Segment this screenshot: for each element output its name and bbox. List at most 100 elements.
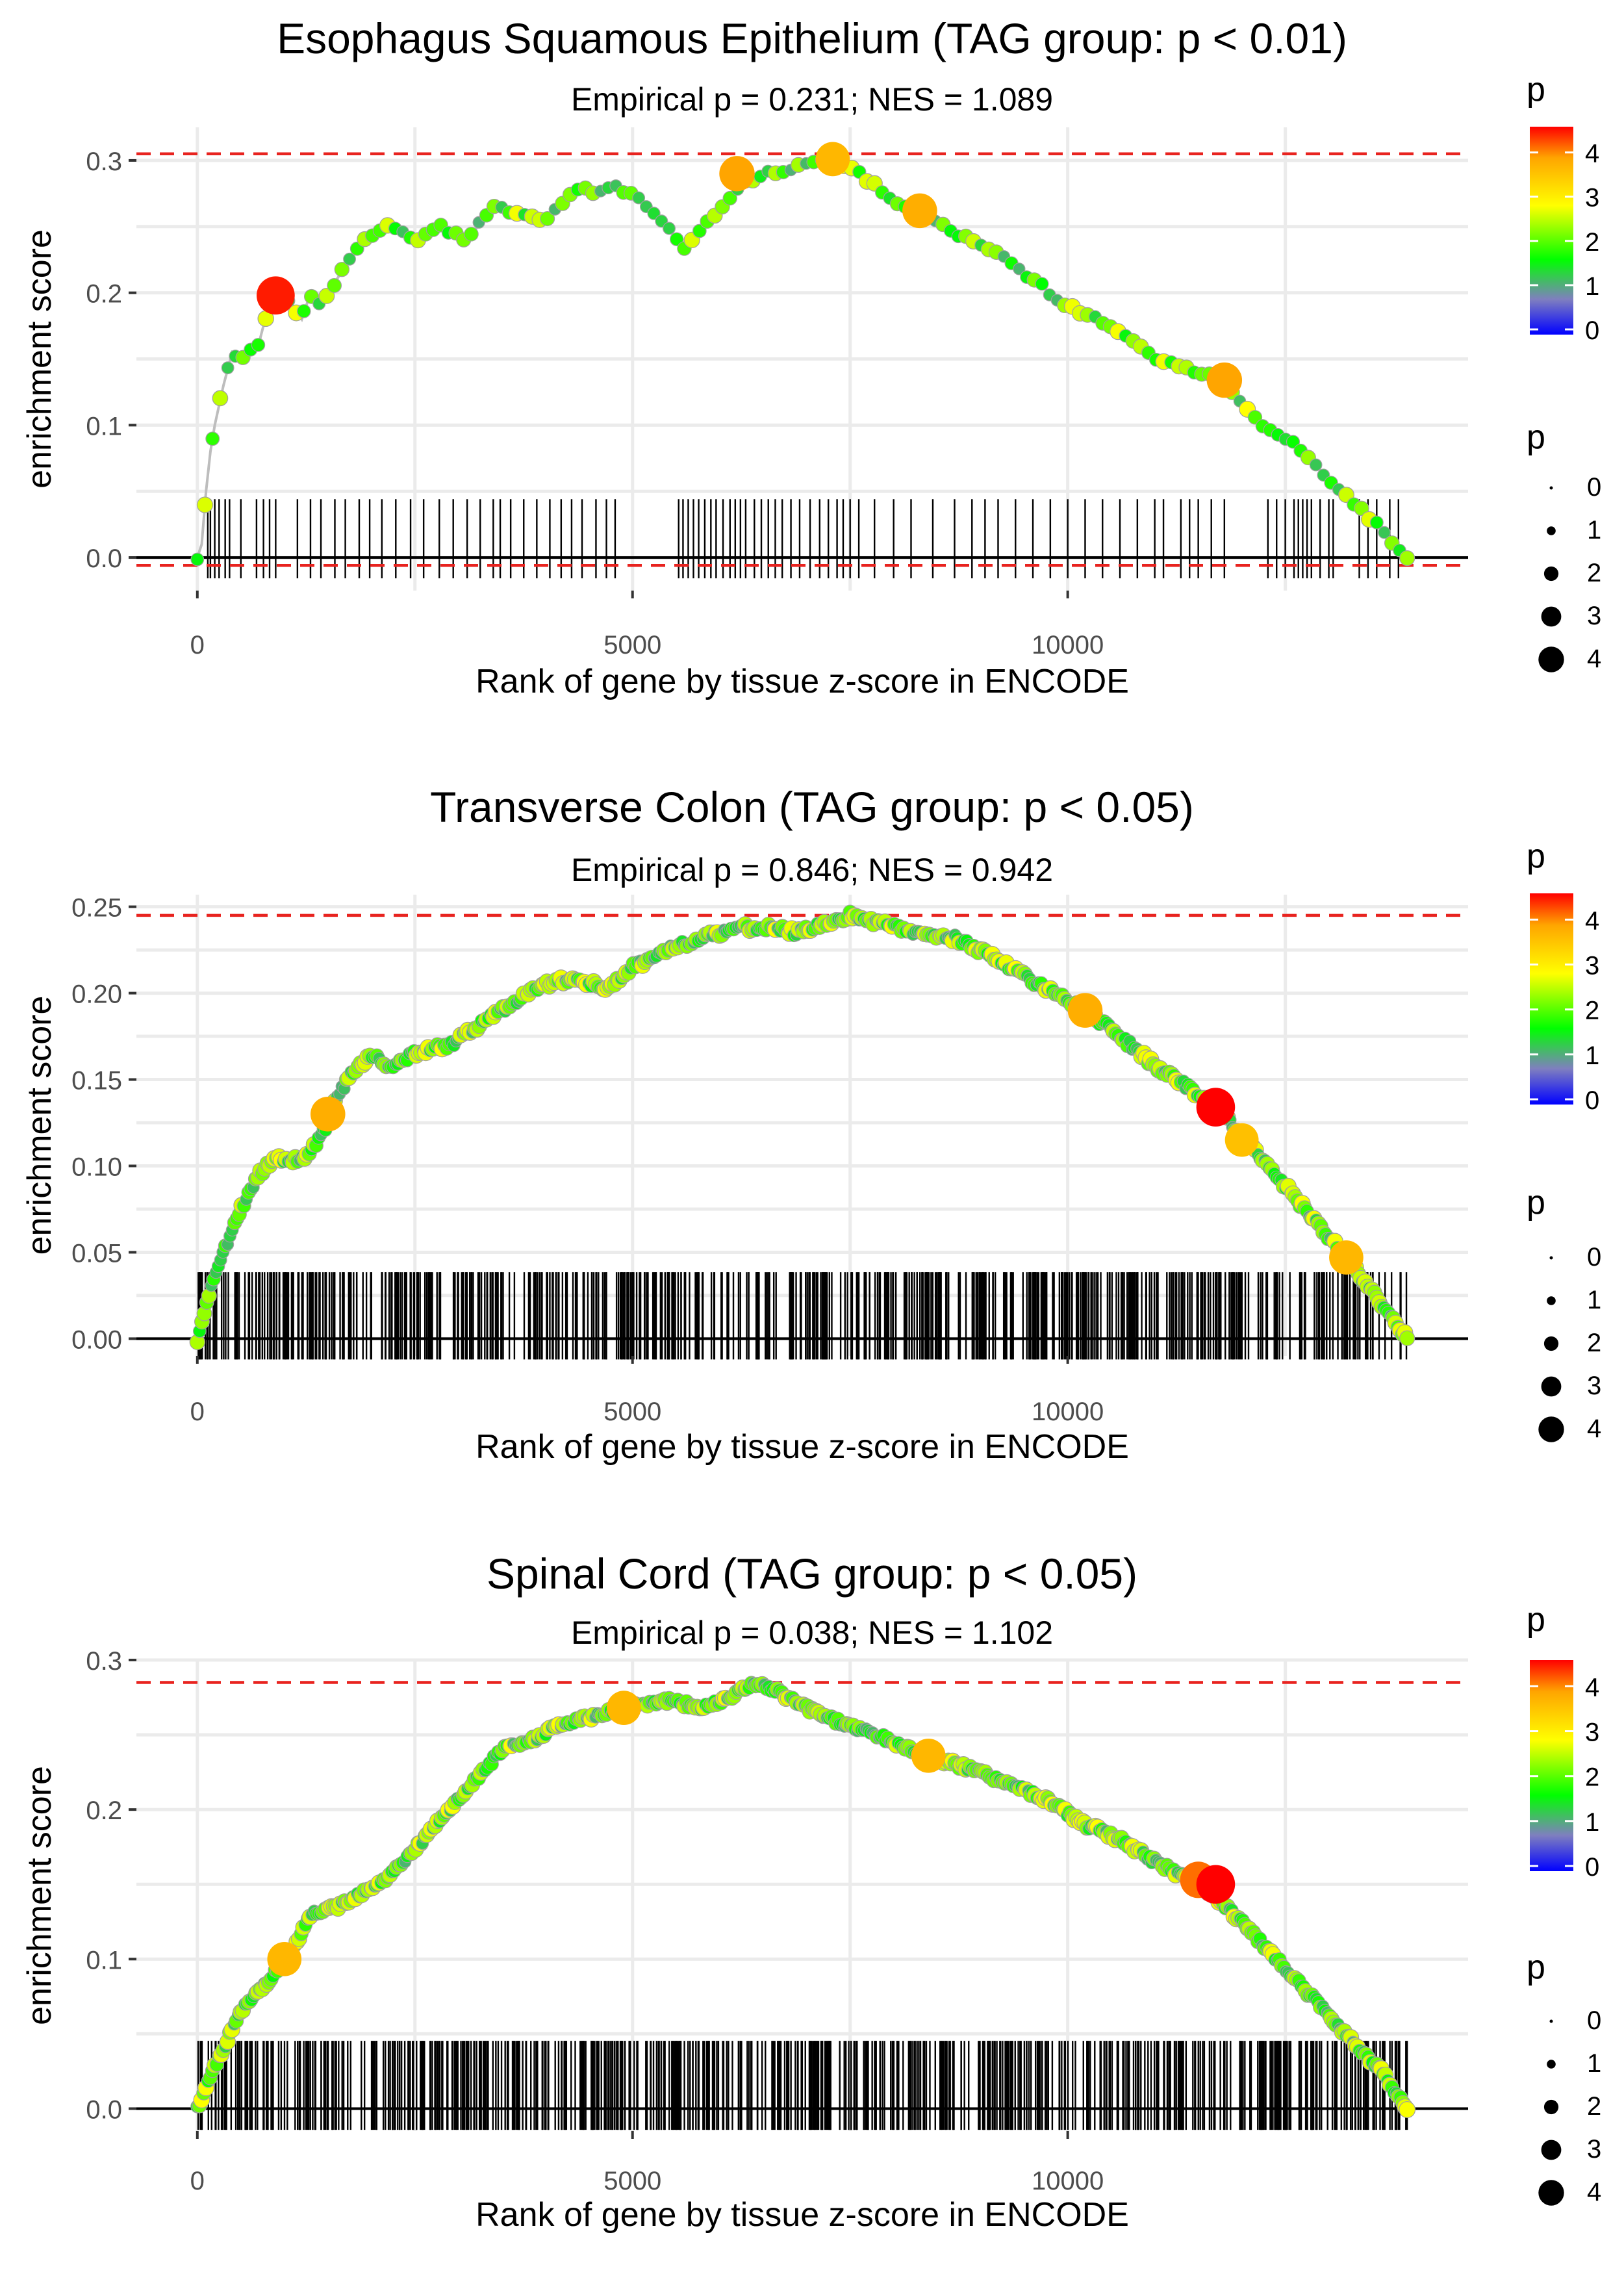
color-bar-label: 4 (1585, 1673, 1599, 1702)
es-marker (670, 232, 684, 246)
es-marker (722, 190, 737, 206)
color-legend: p 4 3 2 1 0 (1527, 1601, 1599, 1882)
es-marker-highlight (815, 142, 850, 177)
y-tick-label: 0.10 (71, 1153, 122, 1181)
x-tick-label: 10000 (1032, 1398, 1104, 1426)
y-tick-label: 0.1 (86, 412, 122, 441)
es-marker (1354, 500, 1369, 517)
size-legend-title: p (1527, 1184, 1545, 1221)
es-marker (221, 361, 235, 375)
chart-title: Spinal Cord (TAG group: p < 0.05) (487, 1550, 1137, 1598)
size-legend: p 0 1 2 3 4 (1527, 1948, 1601, 2206)
y-axis: 0.0 0.1 0.2 0.3 enrichment score (21, 1647, 136, 2124)
chart-panel-3: Spinal Cord (TAG group: p < 0.05) Empiric… (21, 1550, 1601, 2234)
x-tick-label: 5000 (603, 1398, 661, 1426)
color-legend: p 4 3 2 1 0 (1527, 71, 1599, 345)
y-axis-label: enrichment score (21, 1766, 58, 2025)
es-marker-highlight (311, 1096, 346, 1132)
es-marker-highlight (1196, 1865, 1236, 1904)
color-bar-label: 1 (1585, 1808, 1599, 1837)
x-tick-label: 10000 (1032, 2167, 1104, 2195)
es-marker (205, 431, 220, 446)
y-tick-label: 0.0 (86, 2095, 122, 2124)
es-marker-highlight (1196, 1088, 1236, 1127)
x-tick-label: 0 (190, 2167, 205, 2195)
size-legend-label: 0 (1587, 2006, 1601, 2035)
grid-lines (136, 895, 1468, 1356)
es-marker (1399, 2101, 1416, 2118)
size-legend-dot (1538, 2180, 1564, 2206)
es-marker (196, 496, 214, 513)
size-legend-label: 0 (1587, 473, 1601, 502)
size-legend-dot (1549, 1256, 1553, 1260)
gene-hit-ticks (197, 1272, 1408, 1360)
es-marker (251, 338, 266, 352)
chart-title: Esophagus Squamous Epithelium (TAG group… (277, 14, 1347, 62)
size-legend-label: 2 (1587, 2092, 1601, 2121)
es-marker (212, 390, 229, 407)
y-tick-label: 0.15 (71, 1067, 122, 1095)
es-marker-highlight (1329, 1240, 1364, 1275)
size-legend-title: p (1527, 418, 1545, 456)
chart-panel-2: Transverse Colon (TAG group: p < 0.05) Em… (21, 783, 1601, 1466)
x-tick-label: 5000 (603, 2167, 661, 2195)
es-marker (540, 211, 555, 227)
es-marker (343, 252, 356, 266)
y-axis: 0.00 0.05 0.10 0.15 0.20 0.25 enrichment score (21, 894, 136, 1354)
x-tick-label: 10000 (1032, 631, 1104, 659)
size-legend-dot (1543, 1336, 1559, 1351)
es-marker-highlight (1206, 362, 1243, 398)
chart-subtitle: Empirical p = 0.231; NES = 1.089 (571, 81, 1053, 118)
size-legend-label: 2 (1587, 1329, 1601, 1357)
color-bar-label: 3 (1585, 1718, 1599, 1747)
es-marker-highlight (267, 1941, 302, 1976)
es-markers (190, 1676, 1416, 2118)
es-marker (327, 278, 342, 293)
grid-lines (136, 127, 1468, 591)
size-legend-dot (1547, 2060, 1556, 2069)
size-legend-label: 3 (1587, 1372, 1601, 1400)
x-tick-label: 0 (190, 1398, 205, 1426)
es-marker-highlight (606, 1691, 641, 1725)
chart-subtitle: Empirical p = 0.846; NES = 0.942 (571, 852, 1053, 888)
size-legend: p 0 1 2 3 4 (1527, 1184, 1601, 1443)
y-tick-label: 0.2 (86, 1796, 122, 1825)
size-legend-label: 1 (1587, 516, 1601, 544)
y-tick-label: 0.3 (86, 147, 122, 176)
size-legend-dot (1547, 1296, 1556, 1305)
es-marker-highlight (902, 193, 937, 229)
color-bar-label: 3 (1585, 952, 1599, 980)
size-legend-label: 2 (1587, 559, 1601, 587)
es-marker (334, 261, 350, 277)
color-bar (1530, 893, 1573, 1105)
y-tick-label: 0.20 (71, 980, 122, 1009)
es-markers (190, 142, 1415, 567)
es-marker-highlight (911, 1738, 946, 1773)
y-tick-label: 0.25 (71, 894, 122, 923)
es-marker-highlight (1067, 993, 1103, 1028)
color-legend-title: p (1527, 837, 1545, 875)
y-tick-label: 0.1 (86, 1946, 122, 1974)
size-legend-label: 3 (1587, 602, 1601, 630)
color-bar-label: 0 (1585, 1853, 1599, 1882)
es-marker (632, 191, 646, 205)
color-bar-label: 1 (1585, 272, 1599, 301)
color-bar-label: 1 (1585, 1041, 1599, 1070)
x-axis-label: Rank of gene by tissue z-score in ENCODE (476, 2196, 1129, 2234)
es-marker-highlight (257, 276, 295, 315)
es-marker (1286, 435, 1300, 449)
color-legend-title: p (1527, 1601, 1545, 1639)
y-axis-label: enrichment score (21, 996, 58, 1255)
color-legend: p 4 3 2 1 0 (1527, 837, 1599, 1115)
y-axis: 0.0 0.1 0.2 0.3 enrichment score (21, 147, 136, 573)
y-tick-label: 0.00 (71, 1325, 122, 1354)
color-bar-label: 2 (1585, 1763, 1599, 1792)
es-marker (1378, 526, 1391, 539)
color-bar-label: 3 (1585, 184, 1599, 212)
es-marker (318, 288, 335, 304)
gene-hit-ticks (197, 2041, 1408, 2130)
